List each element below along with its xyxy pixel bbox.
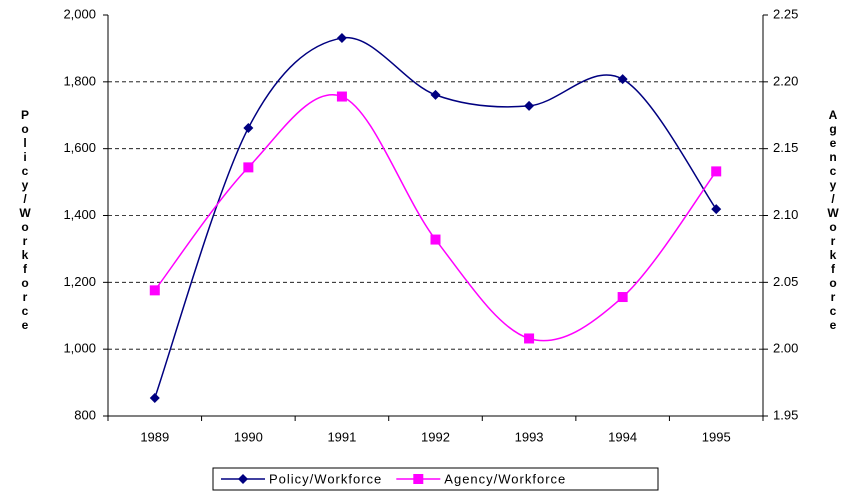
x-tick-label: 1995 [702, 429, 731, 444]
marker [711, 204, 722, 215]
legend-marker [413, 474, 424, 484]
marker [336, 33, 347, 44]
legend-label: Policy/Workforce [269, 471, 382, 486]
y2-tick-label: 2.25 [773, 6, 798, 21]
marker [243, 162, 254, 173]
marker [430, 234, 441, 245]
y2-axis-title: Agency/Workforce [826, 108, 840, 332]
y2-tick-label: 1.95 [773, 407, 798, 422]
x-tick-label: 1994 [608, 429, 637, 444]
legend-label: Agency/Workforce [444, 471, 566, 486]
marker [243, 122, 254, 133]
y-axis-title: Policy/Workforce [18, 108, 32, 332]
marker [149, 285, 160, 296]
marker [524, 100, 535, 111]
y-tick-label: 1,200 [63, 274, 96, 289]
x-tick-label: 1992 [421, 429, 450, 444]
y-tick-label: 800 [74, 407, 96, 422]
marker [430, 89, 441, 100]
y2-tick-label: 2.10 [773, 207, 798, 222]
y-tick-label: 1,400 [63, 207, 96, 222]
series-line [154, 94, 717, 342]
y-tick-label: 2,000 [63, 6, 96, 21]
marker [617, 292, 628, 303]
marker [711, 166, 722, 177]
legend-marker [238, 474, 248, 484]
y2-tick-label: 2.05 [773, 274, 798, 289]
y2-tick-label: 2.00 [773, 341, 798, 356]
y-tick-label: 1,800 [63, 73, 96, 88]
y-tick-label: 1,000 [63, 341, 96, 356]
x-tick-label: 1991 [327, 429, 356, 444]
x-tick-label: 1989 [140, 429, 169, 444]
y2-tick-label: 2.20 [773, 73, 798, 88]
marker [524, 333, 535, 344]
marker [617, 74, 628, 85]
marker [336, 91, 347, 102]
marker [149, 392, 160, 403]
x-tick-label: 1990 [234, 429, 263, 444]
y2-tick-label: 2.15 [773, 140, 798, 155]
x-tick-label: 1993 [515, 429, 544, 444]
y-tick-label: 1,600 [63, 140, 96, 155]
